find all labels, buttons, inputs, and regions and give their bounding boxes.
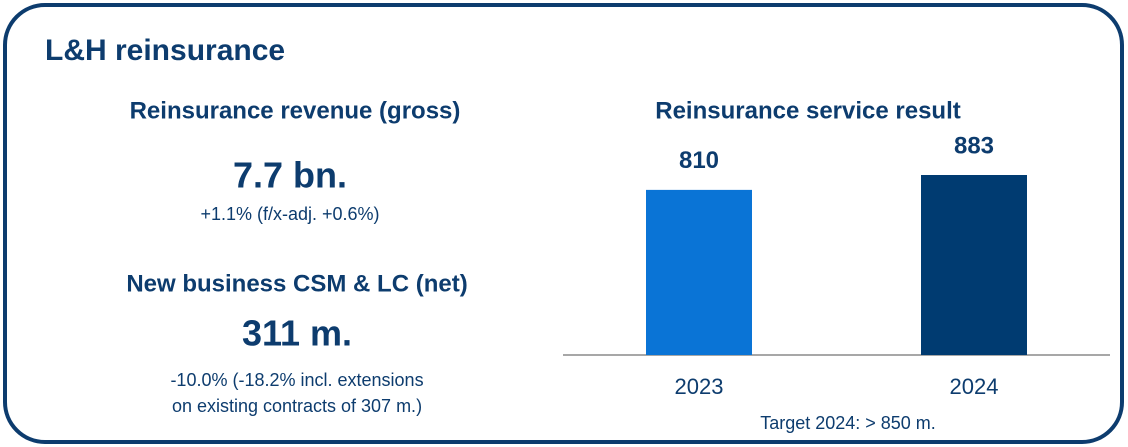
value-label: 810 <box>679 147 719 174</box>
panel-title: L&H reinsurance <box>45 34 285 67</box>
chart-title: Reinsurance service result <box>655 97 961 124</box>
metric-note: +1.1% (f/x-adj. +0.6%) <box>200 204 379 224</box>
panel-border <box>3 3 1124 444</box>
metric-value: 311 m. <box>242 313 352 354</box>
metric-note: -10.0% (-18.2% incl. extensions <box>170 370 423 390</box>
value-label: 883 <box>954 132 994 159</box>
metric-value: 7.7 bn. <box>233 155 347 196</box>
x-tick-label: 2023 <box>675 374 724 399</box>
metric-label: Reinsurance revenue (gross) <box>130 97 461 124</box>
x-tick-label: 2024 <box>950 374 999 399</box>
metric-note: on existing contracts of 307 m.) <box>172 396 422 416</box>
bar <box>921 175 1027 355</box>
metric-label: New business CSM & LC (net) <box>126 270 467 297</box>
annotation: Target 2024: > 850 m. <box>760 413 936 433</box>
bar <box>646 189 752 355</box>
